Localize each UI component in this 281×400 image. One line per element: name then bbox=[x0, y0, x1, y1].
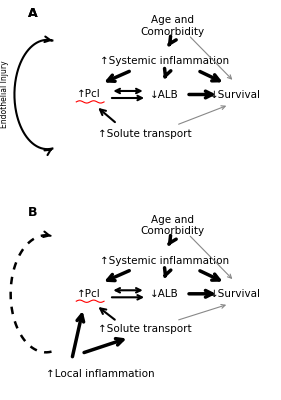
Text: A: A bbox=[28, 7, 38, 20]
Text: ↓Survival: ↓Survival bbox=[210, 289, 261, 299]
Text: ↓ALB: ↓ALB bbox=[150, 90, 179, 100]
Text: ↓ALB: ↓ALB bbox=[150, 289, 179, 299]
Text: ↓Survival: ↓Survival bbox=[210, 90, 261, 100]
Text: ↑Solute transport: ↑Solute transport bbox=[98, 128, 191, 138]
Text: ↑Local inflammation: ↑Local inflammation bbox=[46, 369, 155, 379]
Text: B: B bbox=[28, 206, 38, 219]
Text: ↑Pcl: ↑Pcl bbox=[77, 90, 101, 100]
Text: Endothelial Injury: Endothelial Injury bbox=[0, 61, 9, 128]
Text: Age and
Comorbidity: Age and Comorbidity bbox=[140, 215, 204, 236]
Text: ↑Systemic inflammation: ↑Systemic inflammation bbox=[100, 256, 229, 266]
Text: ↑Solute transport: ↑Solute transport bbox=[98, 324, 191, 334]
Text: A: A bbox=[28, 7, 38, 20]
Text: ↑Pcl: ↑Pcl bbox=[77, 289, 101, 299]
Text: Age and
Comorbidity: Age and Comorbidity bbox=[140, 15, 204, 37]
Text: ↑Systemic inflammation: ↑Systemic inflammation bbox=[100, 56, 229, 66]
